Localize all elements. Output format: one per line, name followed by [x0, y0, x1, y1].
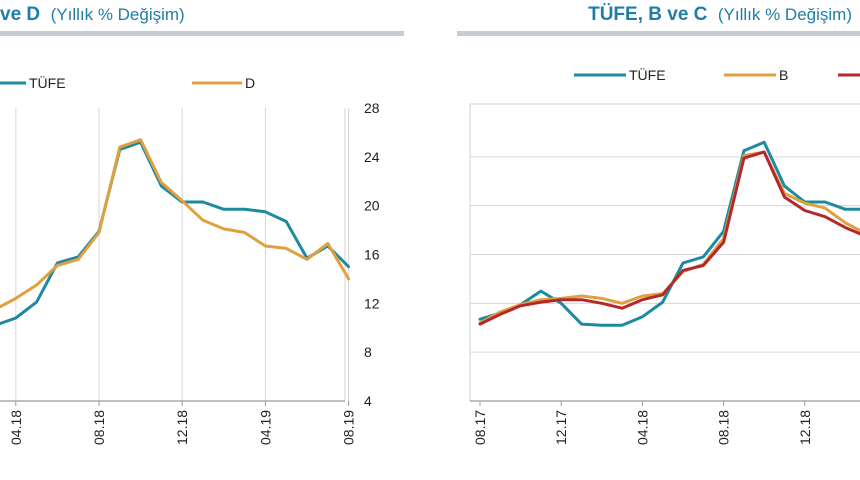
- right-horizontal-gridlines: [470, 156, 860, 406]
- left-title-rest: (Yıllık % Değişim): [51, 5, 185, 24]
- right-legend: TÜFE B: [574, 66, 860, 83]
- right-x-tick-label: 12.17: [553, 410, 569, 445]
- left-series-line-d: [0, 138, 351, 309]
- right-series-line-c: [478, 150, 860, 326]
- left-y-tick-label: 28: [364, 100, 380, 116]
- left-y-tick-label: 4: [364, 393, 372, 409]
- right-chart: TÜFE, B ve C (Yıllık % Değişim) TÜFE B 0…: [457, 4, 860, 445]
- left-x-tick-label: 08.18: [91, 410, 107, 445]
- right-legend-label-b: B: [779, 67, 788, 83]
- left-x-tick-labels: 04.18 08.18 12.18 04.19 08.19: [8, 410, 357, 445]
- right-x-tick-label: 12.18: [797, 410, 813, 445]
- left-x-tick-label: 04.18: [8, 410, 24, 445]
- right-title-bold: TÜFE, B ve C: [588, 4, 708, 25]
- right-x-tick-label: 08.17: [472, 410, 488, 445]
- left-y-tick-label: 20: [364, 198, 380, 214]
- left-chart-title: ve D (Yıllık % Değişim): [0, 4, 185, 25]
- right-series-line-b: [478, 150, 860, 325]
- right-series-line-tufe: [478, 140, 860, 327]
- left-y-tick-label: 12: [364, 295, 380, 311]
- left-x-tick-label: 04.19: [257, 410, 273, 445]
- left-series-lines: [0, 138, 351, 326]
- left-legend-label-tufe: TÜFE: [29, 74, 66, 91]
- left-chart: ve D (Yıllık % Değişim) TÜFE D 4 8 12 16 20 2…: [0, 4, 404, 445]
- left-title-rule: [0, 31, 404, 36]
- right-x-tick-labels: 08.17 12.17 04.18 08.18 12.18: [472, 410, 813, 445]
- left-legend-label-d: D: [245, 75, 255, 91]
- left-x-tick-label: 08.19: [341, 410, 357, 445]
- left-x-tick-label: 12.18: [174, 410, 190, 445]
- right-title-rest: (Yıllık % Değişim): [718, 5, 852, 24]
- left-vertical-gridlines: [15, 108, 350, 406]
- left-y-tick-label: 8: [364, 344, 372, 360]
- right-chart-title: TÜFE, B ve C (Yıllık % Değişim): [588, 4, 852, 25]
- left-y-tick-label: 16: [364, 247, 380, 263]
- right-legend-label-tufe: TÜFE: [629, 66, 666, 83]
- left-y-tick-label: 24: [364, 149, 380, 165]
- right-series-lines: [478, 140, 860, 327]
- right-x-tick-label: 04.18: [634, 410, 650, 445]
- right-x-tick-label: 08.18: [716, 410, 732, 445]
- left-title-bold: ve D: [0, 4, 40, 25]
- left-legend: TÜFE D: [0, 74, 255, 91]
- left-series-line-tufe: [0, 140, 351, 326]
- left-y-tick-labels: 4 8 12 16 20 24 28: [364, 100, 380, 409]
- right-plot-frame: [469, 103, 860, 402]
- right-title-rule: [457, 31, 860, 36]
